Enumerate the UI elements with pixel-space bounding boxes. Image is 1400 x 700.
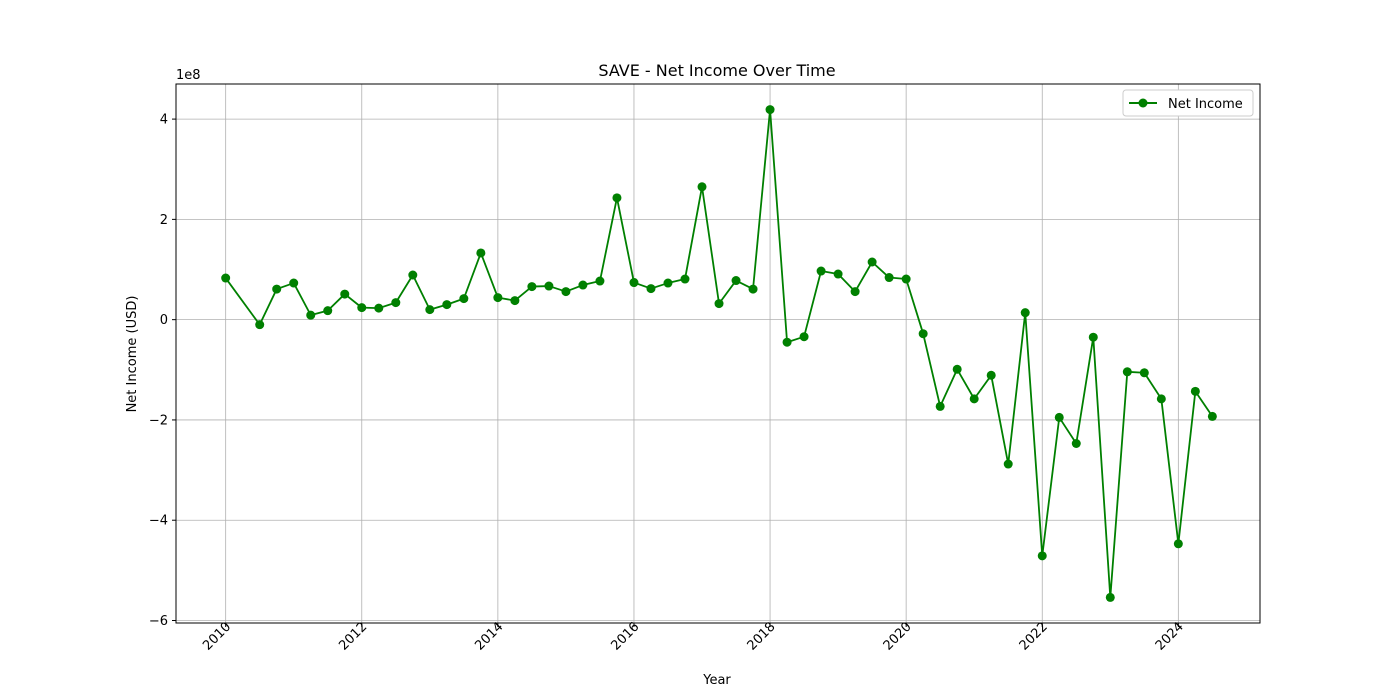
- plot-frame: [175, 83, 1261, 624]
- legend-marker-swatch: [1138, 98, 1148, 108]
- x-axis-title: Year: [702, 673, 731, 688]
- data-point: [493, 293, 503, 303]
- data-point: [714, 299, 724, 309]
- legend-label-net-income: Net Income: [1168, 97, 1243, 112]
- data-point: [578, 280, 588, 290]
- data-point: [221, 273, 231, 283]
- series-line-net-income: [224, 108, 1214, 599]
- data-point: [561, 287, 571, 297]
- data-point: [1207, 411, 1217, 421]
- data-point: [969, 394, 979, 404]
- data-point: [425, 305, 435, 315]
- data-point: [697, 182, 707, 192]
- data-point: [663, 278, 673, 288]
- data-point: [867, 257, 877, 267]
- data-point: [731, 276, 741, 286]
- data-point: [1173, 539, 1183, 549]
- data-point: [1190, 386, 1200, 396]
- data-point: [935, 401, 945, 411]
- data-point: [952, 364, 962, 374]
- data-point: [748, 284, 758, 294]
- chart-title: SAVE - Net Income Over Time: [598, 61, 835, 80]
- data-point: [595, 276, 605, 286]
- data-point: [255, 320, 265, 330]
- data-point: [833, 269, 843, 279]
- data-point: [1037, 551, 1047, 561]
- data-point: [918, 329, 928, 339]
- data-point: [850, 287, 860, 297]
- data-point: [1054, 412, 1064, 422]
- data-point: [391, 298, 401, 308]
- y-tick-label: −2: [149, 413, 168, 428]
- data-point: [340, 289, 350, 299]
- data-point: [476, 248, 486, 258]
- data-point: [442, 300, 452, 310]
- data-point: [1156, 394, 1166, 404]
- data-point: [1088, 332, 1098, 342]
- data-point: [816, 266, 826, 276]
- y-tick-label: 0: [160, 313, 168, 328]
- legend: Net Income: [1122, 89, 1254, 117]
- data-point: [357, 303, 367, 313]
- y-tick-label: 4: [160, 113, 168, 128]
- data-point: [272, 284, 282, 294]
- data-point: [782, 337, 792, 347]
- data-point: [765, 105, 775, 115]
- data-point: [629, 278, 639, 288]
- data-point: [1020, 308, 1030, 318]
- data-point: [510, 296, 520, 306]
- data-point: [408, 270, 418, 280]
- y-tick-label: 2: [160, 213, 168, 228]
- data-point: [986, 370, 996, 380]
- y-axis-title: Net Income (USD): [125, 296, 140, 413]
- data-point: [680, 274, 690, 284]
- data-point: [1105, 592, 1115, 602]
- data-point: [1071, 439, 1081, 449]
- y-tick-label: −4: [149, 514, 168, 529]
- legend-box: [1122, 89, 1254, 117]
- series-layer: [221, 105, 1217, 602]
- data-point: [323, 306, 333, 316]
- data-point: [527, 282, 537, 292]
- data-point: [306, 310, 316, 320]
- data-point: [374, 303, 384, 313]
- y-tick-label: −6: [149, 614, 168, 629]
- data-point: [1003, 459, 1013, 469]
- data-point: [1122, 367, 1132, 377]
- data-point: [799, 332, 809, 342]
- data-point: [646, 284, 656, 294]
- data-point: [612, 193, 622, 203]
- data-point: [544, 281, 554, 291]
- data-point: [459, 294, 469, 304]
- data-point: [289, 278, 299, 288]
- data-point: [884, 273, 894, 283]
- data-point: [901, 274, 911, 284]
- data-point: [1139, 368, 1149, 378]
- y-scale-label: 1e8: [176, 68, 201, 83]
